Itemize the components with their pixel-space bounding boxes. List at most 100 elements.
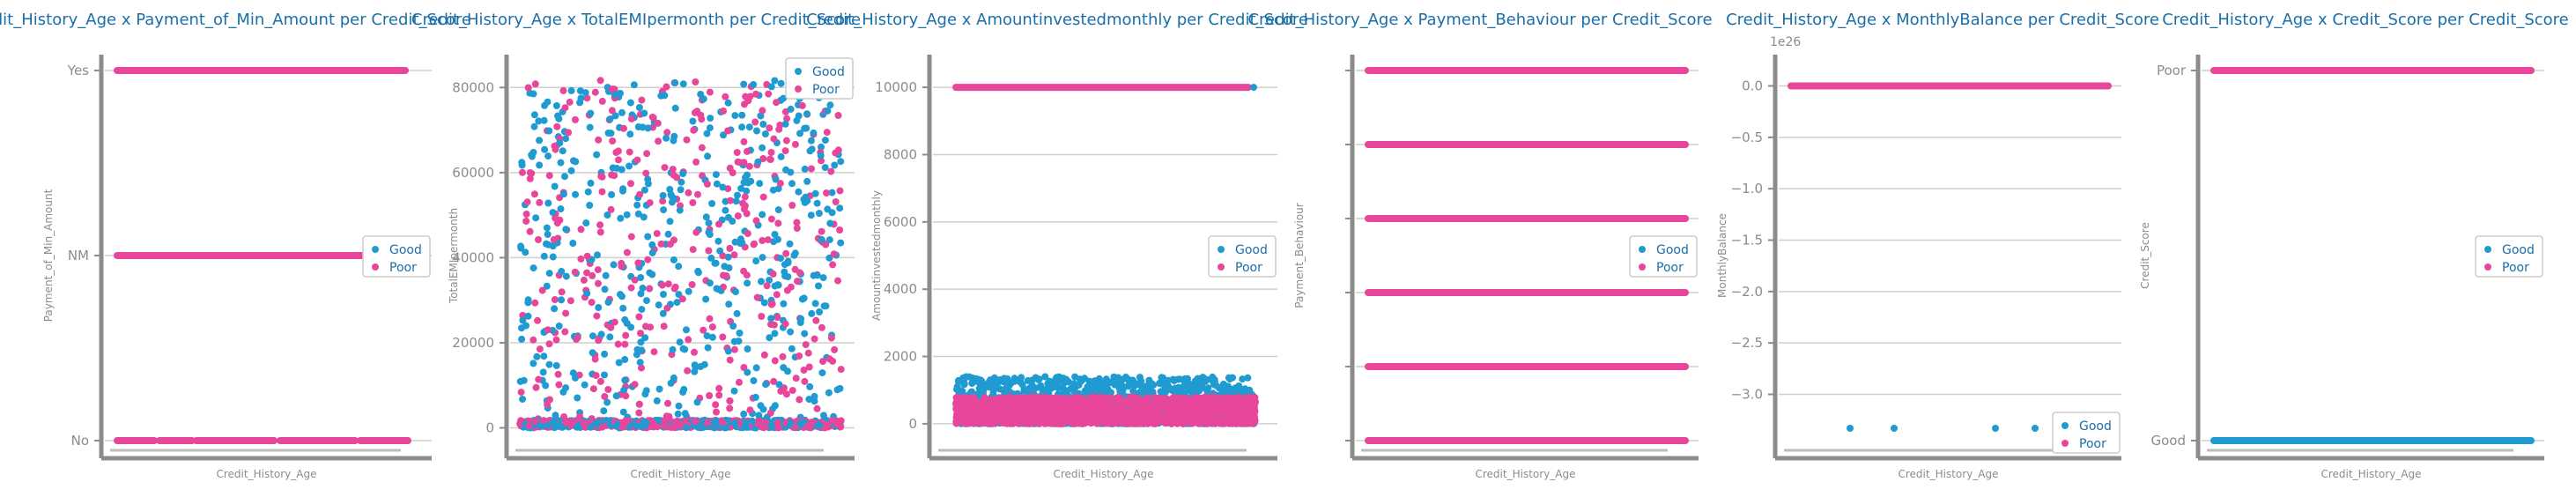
data-point (583, 269, 591, 277)
data-point (734, 158, 742, 166)
data-point (663, 83, 670, 91)
data-point (654, 119, 662, 127)
data-point (726, 244, 734, 252)
data-point (688, 281, 696, 288)
data-point (1024, 399, 1032, 407)
data-point (676, 338, 684, 346)
data-point (1012, 396, 1020, 404)
data-point (545, 172, 553, 180)
data-point (731, 238, 739, 246)
data-point (771, 77, 779, 85)
data-point (1239, 375, 1247, 383)
legend-marker-poor (1218, 263, 1225, 271)
data-point (642, 169, 650, 177)
data-point (812, 316, 820, 324)
data-point (603, 211, 611, 219)
data-point (593, 151, 601, 159)
data-point (759, 254, 766, 262)
data-point (700, 326, 707, 334)
data-point (666, 218, 674, 226)
data-point (545, 360, 553, 368)
data-point (1108, 395, 1116, 403)
data-point (792, 375, 800, 382)
data-point (517, 389, 525, 397)
data-point (712, 259, 720, 267)
data-point (675, 291, 683, 299)
data-point (771, 282, 779, 290)
data-point (577, 226, 585, 234)
y-tick-label: Good (2151, 433, 2187, 449)
data-point (598, 188, 606, 196)
data-point (636, 190, 644, 198)
data-point (619, 408, 627, 416)
data-point (693, 398, 701, 406)
data-point (752, 217, 760, 225)
data-point (604, 386, 612, 393)
data-point (600, 407, 608, 415)
data-point (1142, 382, 1150, 390)
data-point (765, 90, 773, 98)
data-point (820, 302, 828, 310)
data-point (1061, 410, 1069, 418)
data-point (561, 104, 569, 112)
data-point (744, 368, 751, 376)
data-point (766, 277, 774, 284)
data-point (551, 182, 559, 190)
data-point (633, 345, 641, 353)
data-point (743, 187, 751, 195)
y-tick-label: 2000 (884, 349, 917, 365)
data-point (670, 256, 677, 263)
data-point (552, 336, 560, 344)
data-point (666, 241, 674, 248)
data-point (2032, 425, 2039, 432)
data-point (759, 144, 766, 152)
y-tick-label: −1.5 (1731, 233, 1763, 248)
data-point (612, 421, 620, 428)
data-point (828, 189, 836, 197)
data-point (794, 278, 801, 286)
data-point (674, 410, 682, 418)
data-point (532, 214, 540, 222)
data-point (597, 330, 605, 338)
data-point (1144, 419, 1151, 427)
data-point (540, 116, 548, 124)
data-point (692, 78, 700, 85)
data-point (829, 261, 837, 269)
legend-marker-good (795, 68, 802, 75)
data-point (796, 269, 803, 277)
data-point (1161, 383, 1169, 391)
data-point (562, 135, 570, 143)
data-point (522, 211, 530, 218)
data-point (517, 244, 525, 252)
data-point (542, 382, 550, 389)
data-point (1092, 394, 1099, 402)
data-point (760, 351, 768, 359)
y-tick-label: −0.5 (1731, 130, 1763, 145)
data-point (640, 213, 648, 221)
data-point (536, 137, 544, 145)
data-point (625, 148, 633, 156)
data-point (574, 394, 581, 402)
data-point (694, 190, 701, 198)
data-point (746, 406, 754, 414)
data-point (691, 367, 699, 375)
data-point (826, 101, 834, 109)
data-point (1180, 382, 1188, 390)
data-point (545, 127, 553, 135)
data-point (767, 83, 775, 91)
legend-marker-poor (795, 85, 802, 93)
data-point (788, 202, 796, 209)
data-point (769, 270, 777, 278)
data-point (733, 149, 741, 156)
data-point (675, 419, 682, 427)
data-point (627, 284, 635, 292)
data-point (703, 332, 711, 340)
data-point (655, 417, 663, 425)
data-point (815, 210, 823, 218)
data-point (830, 250, 838, 258)
data-point (837, 158, 845, 166)
data-point (555, 323, 563, 330)
data-point (655, 385, 663, 393)
